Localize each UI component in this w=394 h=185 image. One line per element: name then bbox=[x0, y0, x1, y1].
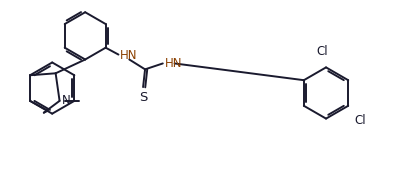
Text: HN: HN bbox=[119, 49, 137, 62]
Text: Cl: Cl bbox=[354, 114, 366, 127]
Text: HN: HN bbox=[165, 57, 182, 70]
Text: N: N bbox=[61, 94, 70, 107]
Text: Cl: Cl bbox=[316, 45, 328, 58]
Text: S: S bbox=[139, 91, 147, 104]
